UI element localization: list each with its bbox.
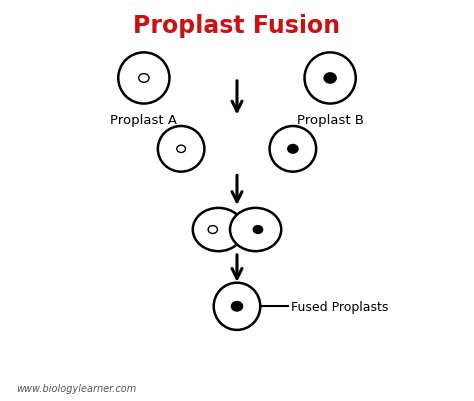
Text: www.biologylearner.com: www.biologylearner.com bbox=[16, 383, 136, 393]
Text: Proplast Fusion: Proplast Fusion bbox=[134, 14, 340, 38]
Text: Proplast A: Proplast A bbox=[110, 114, 177, 127]
Ellipse shape bbox=[304, 53, 356, 104]
Circle shape bbox=[288, 145, 298, 154]
Circle shape bbox=[208, 226, 218, 234]
Circle shape bbox=[324, 74, 336, 84]
Ellipse shape bbox=[214, 283, 260, 330]
Ellipse shape bbox=[230, 209, 281, 251]
Circle shape bbox=[177, 146, 185, 153]
Circle shape bbox=[231, 302, 243, 311]
Circle shape bbox=[139, 75, 149, 83]
Ellipse shape bbox=[158, 127, 204, 172]
Circle shape bbox=[253, 226, 263, 234]
Ellipse shape bbox=[270, 127, 316, 172]
Text: Fused Proplasts: Fused Proplasts bbox=[291, 300, 388, 313]
Text: Proplast B: Proplast B bbox=[297, 114, 364, 127]
Ellipse shape bbox=[193, 209, 244, 251]
Ellipse shape bbox=[118, 53, 170, 104]
